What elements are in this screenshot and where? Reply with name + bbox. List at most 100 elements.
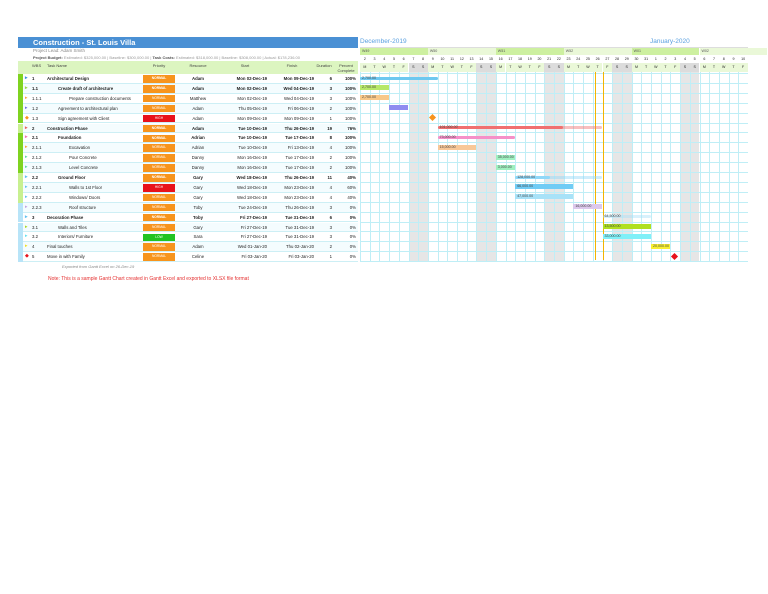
task-bar[interactable]: 13,500.00 — [602, 224, 651, 229]
expand-arrow-icon[interactable]: ▸ — [25, 183, 28, 190]
task-bar[interactable]: 33,000.00 — [602, 233, 651, 239]
expand-arrow-icon[interactable]: ▸ — [25, 203, 28, 210]
col-start[interactable]: Start — [240, 63, 250, 68]
col-resource[interactable]: Resource — [189, 63, 207, 68]
task-bar[interactable]: 2,700.00 — [360, 85, 390, 91]
expand-arrow-icon[interactable]: ▸ — [25, 94, 28, 101]
summary-bar-planned[interactable] — [602, 215, 651, 219]
task-bar[interactable]: 20,000.00 — [651, 243, 671, 249]
task-name[interactable]: Roof structure — [69, 204, 96, 210]
milestone-icon[interactable]: ◆ — [25, 253, 29, 260]
table-row[interactable]: ◆ 5 Move in with Family NORMAL Celine Fri 03-… — [18, 252, 358, 263]
col-task[interactable]: Task Name — [47, 63, 68, 68]
table-row[interactable]: ▸ 2 Construction Phase NORMAL Adam Tue 10-Dec… — [18, 123, 358, 134]
expand-arrow-icon[interactable]: ▸ — [25, 213, 28, 220]
priority-badge[interactable]: NORMAL — [143, 85, 175, 93]
priority-badge[interactable]: NORMAL — [143, 174, 175, 182]
task-name[interactable]: Level Concrete — [69, 165, 98, 171]
priority-badge[interactable]: NORMAL — [143, 164, 175, 172]
priority-badge[interactable]: HIGH — [143, 184, 175, 192]
priority-badge[interactable]: NORMAL — [143, 154, 175, 162]
priority-badge[interactable]: NORMAL — [143, 253, 175, 261]
task-bar[interactable]: 15,000.00 — [437, 144, 477, 150]
task-name[interactable]: Move in with Family — [47, 254, 85, 260]
task-name[interactable]: Interiors/ Furniture — [58, 234, 94, 240]
expand-arrow-icon[interactable]: ▸ — [25, 144, 28, 151]
priority-badge[interactable]: NORMAL — [143, 104, 175, 113]
table-row[interactable]: ▸ 2.2.1 Walls to 1st Floor HIGH Gary Wed 18-D… — [18, 182, 358, 193]
expand-arrow-icon[interactable]: ▸ — [25, 84, 28, 91]
priority-badge[interactable]: NORMAL — [143, 75, 175, 83]
priority-badge[interactable]: HIGH — [143, 114, 175, 123]
table-row[interactable]: ▸ 2.2.3 Roof structure NORMAL Toby Tue 24-Dec… — [18, 202, 358, 213]
task-name[interactable]: Create draft of architecture — [58, 85, 114, 91]
task-name[interactable]: Ground Floor — [58, 175, 86, 180]
expand-arrow-icon[interactable]: ▸ — [25, 193, 28, 200]
task-name[interactable]: Prepare construction documents — [69, 95, 131, 101]
task-name[interactable]: Architectural Design — [47, 76, 90, 81]
summary-bar-progress[interactable] — [515, 175, 551, 179]
table-row[interactable]: ▸ 3 Decoration Phase NORMAL Toby Fri 27-Dec-1… — [18, 212, 358, 223]
milestone-marker[interactable] — [671, 252, 679, 260]
task-bar[interactable]: 47,000.00 — [515, 194, 574, 200]
expand-arrow-icon[interactable]: ▸ — [25, 174, 28, 180]
summary-bar-progress[interactable] — [437, 126, 563, 129]
task-bar[interactable]: 3,000.00 — [495, 164, 516, 170]
task-name[interactable]: Foundation — [58, 135, 82, 141]
task-bar[interactable]: 16,000.00 — [573, 204, 603, 210]
task-name[interactable]: Decoration Phase — [47, 214, 84, 220]
table-row[interactable]: ▸ 2.1 Foundation NORMAL Adrian Tue 10-Dec-19 T… — [18, 133, 358, 144]
priority-badge[interactable]: NORMAL — [143, 223, 175, 232]
priority-badge[interactable]: NORMAL — [143, 213, 175, 222]
task-bar[interactable]: 2,700.00 — [360, 95, 390, 101]
table-row[interactable]: ▸ 1.1 Create draft of architecture NORMAL Ad… — [18, 83, 358, 94]
table-row[interactable]: ▸ 3.1 Walls and Tiles NORMAL Gary Fri 27-Dec-… — [18, 222, 358, 233]
priority-badge[interactable]: NORMAL — [143, 124, 175, 133]
col-wbs[interactable]: WBS — [32, 63, 42, 68]
table-row[interactable]: ▸ 1.2 Agreement to architectural plan NORMA… — [18, 103, 358, 114]
task-bar[interactable]: 35,000.00 — [495, 154, 516, 160]
table-row[interactable]: ▸ 3.2 Interiors/ Furniture LOW Sara Fri 27-De… — [18, 232, 358, 243]
expand-arrow-icon[interactable]: ▸ — [25, 75, 28, 81]
summary-bar-planned[interactable] — [515, 175, 603, 179]
summary-bar-progress[interactable] — [437, 135, 516, 139]
priority-badge[interactable]: LOW — [143, 233, 175, 242]
summary-bar-progress[interactable] — [360, 76, 438, 80]
priority-badge[interactable]: NORMAL — [143, 203, 175, 212]
table-row[interactable]: ▸ 2.1.1 Excavation NORMAL Adrian Tue 10-Dec-1… — [18, 143, 358, 154]
task-name[interactable]: Walls and Tiles — [58, 224, 87, 230]
col-duration[interactable]: Duration — [316, 63, 332, 68]
table-row[interactable]: ◆ 1.3 Sign agreement with Client HIGH Adam Mo… — [18, 113, 358, 124]
task-name[interactable]: Final touches — [47, 244, 73, 250]
expand-arrow-icon[interactable]: ▸ — [25, 154, 28, 161]
priority-badge[interactable]: NORMAL — [143, 94, 175, 103]
expand-arrow-icon[interactable]: ▸ — [25, 134, 28, 141]
priority-badge[interactable]: NORMAL — [143, 193, 175, 202]
expand-arrow-icon[interactable]: ▸ — [25, 164, 28, 171]
table-row[interactable]: ▸ 2.2 Ground Floor NORMAL Gary Wed 18-Dec-19 T… — [18, 173, 358, 183]
table-row[interactable]: ▸ 2.2.2 Windows/ Doors NORMAL Gary Wed 18-Dec… — [18, 192, 358, 203]
expand-arrow-icon[interactable]: ▸ — [25, 104, 28, 111]
task-name[interactable]: Agreement to architectural plan — [58, 105, 118, 111]
task-bar[interactable] — [389, 105, 409, 111]
milestone-icon[interactable]: ◆ — [25, 114, 29, 121]
task-name[interactable]: Pour Concrete — [69, 155, 97, 161]
table-row[interactable]: ▸ 1.1.1 Prepare construction documents NORM… — [18, 93, 358, 104]
priority-badge[interactable]: NORMAL — [143, 144, 175, 152]
task-bar[interactable]: 66,000.00 — [515, 184, 574, 190]
expand-arrow-icon[interactable]: ▸ — [25, 223, 28, 230]
col-priority[interactable]: Priority — [152, 63, 166, 68]
col-percent[interactable]: Percent Complete — [337, 63, 355, 73]
expand-arrow-icon[interactable]: ▸ — [25, 243, 28, 250]
priority-badge[interactable]: NORMAL — [143, 134, 175, 143]
expand-arrow-icon[interactable]: ▸ — [25, 124, 28, 131]
task-name[interactable]: Sign agreement with Client — [58, 115, 110, 121]
col-finish[interactable]: Finish — [286, 63, 298, 68]
expand-arrow-icon[interactable]: ▸ — [25, 233, 28, 240]
table-row[interactable]: ▸ 4 Final touches NORMAL Adam Wed 01-Jan-20 Th… — [18, 242, 358, 253]
task-name[interactable]: Construction Phase — [47, 125, 88, 131]
task-name[interactable]: Excavation — [69, 145, 91, 151]
milestone-marker[interactable] — [428, 114, 436, 122]
task-name[interactable]: Windows/ Doors — [69, 194, 101, 200]
task-name[interactable]: Walls to 1st Floor — [69, 184, 103, 190]
